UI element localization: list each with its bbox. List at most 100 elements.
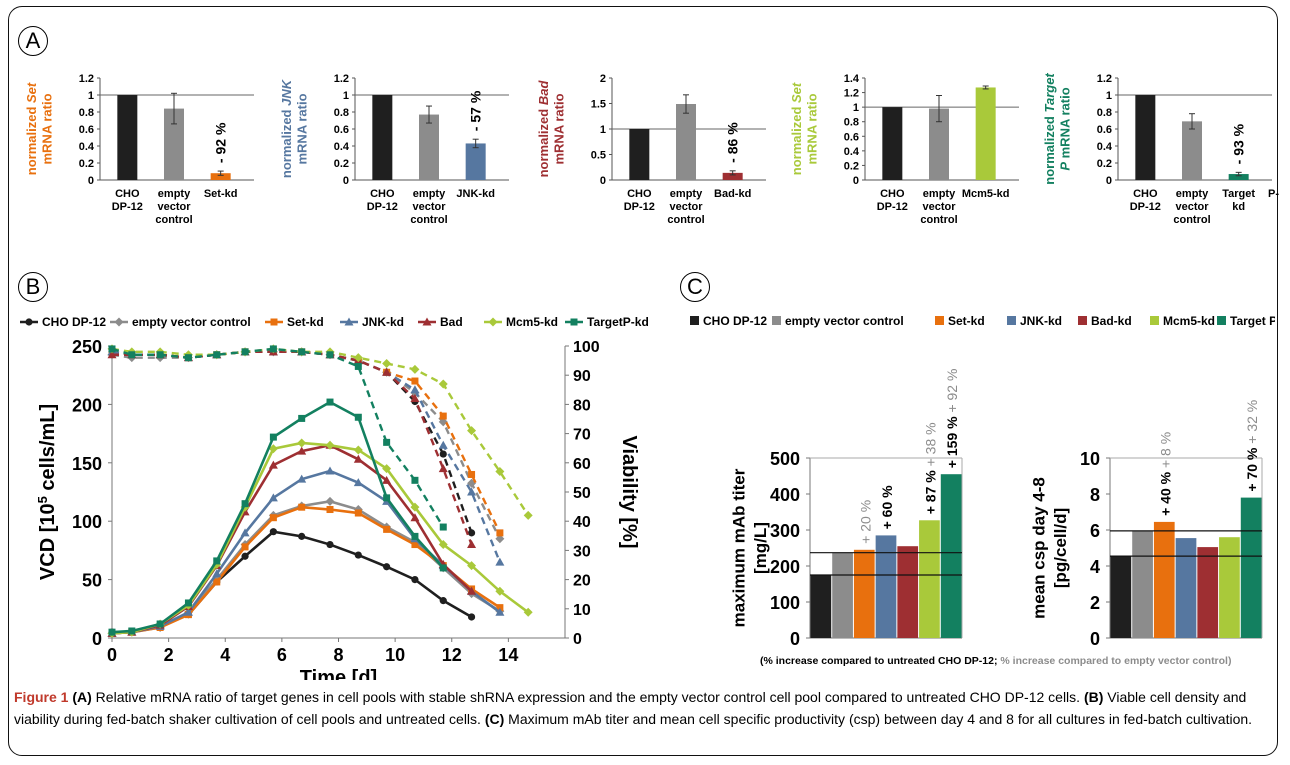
legend-label: Bad-kd xyxy=(1091,314,1132,328)
chart-a3-ytick: 0 xyxy=(600,175,606,187)
y-tick-right: 100 xyxy=(573,339,600,356)
vcd-point-set xyxy=(213,578,221,586)
viability-point-mcm5 xyxy=(353,353,363,363)
viability-point-targetp xyxy=(354,362,362,370)
viability-point-targetp xyxy=(326,351,334,359)
legend-label: CHO DP-12 xyxy=(703,314,767,328)
chart-a1-category-label: CHO xyxy=(115,188,140,200)
chart-a3-category-label: control xyxy=(667,214,704,226)
vcd-point-mcm5 xyxy=(297,438,307,448)
chart-a2-ylabel: normalized JNKmRNA ratio xyxy=(279,78,310,178)
viability-point-targetp xyxy=(184,354,192,362)
chart-c0-increase-annotation: + 159 % + 92 % xyxy=(944,369,960,469)
chart-a1-ytick: 0.6 xyxy=(79,124,94,136)
chart-a3-ytick: 2 xyxy=(600,73,606,85)
chart-a5-category-label: Target xyxy=(1222,188,1255,200)
chart-a5-ytick: 0.4 xyxy=(1097,141,1113,153)
chart-c0-bar xyxy=(940,474,962,638)
chart-a3-ytick: 1 xyxy=(600,124,606,136)
vcd-point-set xyxy=(383,525,391,533)
viability-line-targetp xyxy=(111,347,445,528)
chart-a4-category-label: control xyxy=(920,214,957,226)
panel-label-b: B xyxy=(18,272,48,302)
legend-swatch xyxy=(1217,316,1226,325)
chart-a3-ytick: 1.5 xyxy=(591,99,606,111)
viability-point-mcm5 xyxy=(438,379,448,389)
chart-a2-ytick: 0.8 xyxy=(334,107,349,119)
chart-a4-ytick: 1.4 xyxy=(844,73,860,85)
vcd-point-cho xyxy=(439,597,447,605)
legend-swatch xyxy=(1007,316,1016,325)
vcd-point-jnk xyxy=(325,466,335,475)
vcd-point-cho xyxy=(467,613,476,621)
chart-a5-ylabel: normalized TargetP mRNA ratio xyxy=(1042,73,1073,185)
caption-a-text: Relative mRNA ratio of target genes in c… xyxy=(91,689,1084,705)
vcd-point-targetp xyxy=(128,627,136,635)
chart-a1-ytick: 0.4 xyxy=(79,141,95,153)
legend-marker xyxy=(344,317,354,326)
vcd-point-mcm5 xyxy=(467,561,477,571)
chart-c0-increase-annotation: + 60 % xyxy=(879,485,895,530)
chart-c1-bar xyxy=(1240,497,1262,638)
caption-figure-label: Figure 1 xyxy=(14,689,69,705)
viability-point-jnk xyxy=(438,440,448,449)
vcd-point-cho xyxy=(298,532,306,540)
chart-a1-category-label: control xyxy=(155,214,192,226)
chart-a4-ylabel: normalized SetmRNA ratio xyxy=(789,82,820,175)
vcd-point-mcm5 xyxy=(410,502,420,512)
chart-a5-bar xyxy=(1228,174,1249,180)
vcd-point-mcm5 xyxy=(268,444,278,454)
y-axis-left-label: VCD [105 cells/mL] xyxy=(35,404,59,580)
chart-a5-ytick: 0.6 xyxy=(1097,124,1112,136)
chart-a2-category-label: empty xyxy=(413,188,446,200)
chart-a4-bar xyxy=(975,87,996,180)
y-tick-left: 0 xyxy=(92,629,102,649)
vcd-point-bad xyxy=(410,513,420,522)
chart-a5-knockdown-annotation: - 93 % xyxy=(1231,123,1247,164)
chart-a2-bar xyxy=(372,95,393,180)
viability-line-set xyxy=(111,350,501,534)
chart-c1-bar xyxy=(1175,538,1197,638)
chart-c1-increase-annotation: + 40 % + 8 % xyxy=(1157,432,1173,516)
chart-a3-ylabel: normalized BadmRNA ratio xyxy=(536,80,567,178)
vcd-point-targetp xyxy=(156,620,164,628)
legend-label: JNK-kd xyxy=(1020,314,1062,328)
chart-c1-ytick: 6 xyxy=(1090,521,1100,541)
y-tick-right: 80 xyxy=(573,397,591,414)
chart-c1-ytick: 8 xyxy=(1090,485,1100,505)
chart-a1-ylabel: normalized SetmRNA ratio xyxy=(24,82,55,175)
panel-label-a: A xyxy=(18,26,48,56)
chart-a4-category-label: DP-12 xyxy=(877,201,908,213)
chart-a2-ytick: 0 xyxy=(343,175,349,187)
chart-a1-bar xyxy=(164,108,184,180)
chart-c1-bar xyxy=(1153,521,1175,638)
chart-a1-ytick: 1 xyxy=(88,90,94,102)
legend-swatch xyxy=(935,316,944,325)
legend-label: Mcm5-kd xyxy=(506,315,558,329)
viability-point-mcm5 xyxy=(523,510,533,520)
chart-a2-ytick: 0.2 xyxy=(334,158,349,170)
viability-point-jnk xyxy=(495,557,505,566)
chart-a1-ytick: 0.8 xyxy=(79,107,94,119)
chart-a5-ytick: 1 xyxy=(1106,90,1112,102)
vcd-point-mcm5 xyxy=(438,540,448,550)
viability-point-mcm5 xyxy=(382,359,392,369)
vcd-point-mcm5 xyxy=(523,607,533,617)
chart-c0-ytick: 300 xyxy=(770,521,800,541)
chart-a5-category-label: vector xyxy=(1175,201,1209,213)
chart-a4-category-label: Mcm5-kd xyxy=(962,188,1010,200)
y-tick-right: 60 xyxy=(573,456,591,473)
chart-a1-bar xyxy=(117,95,138,180)
y-tick-left: 200 xyxy=(72,395,102,415)
vcd-point-jnk xyxy=(183,607,193,616)
chart-a2-category-label: DP-12 xyxy=(367,201,398,213)
vcd-point-evc xyxy=(325,496,335,506)
caption-c-tag: (C) xyxy=(484,711,505,727)
viability-point-targetp xyxy=(156,351,164,359)
chart-a1-ytick: 0 xyxy=(88,175,94,187)
viability-point-evc xyxy=(495,534,505,544)
legend-label: CHO DP-12 xyxy=(42,315,106,329)
legend-label: Mcm5-kd xyxy=(1163,314,1215,328)
viability-point-jnk xyxy=(467,487,477,496)
chart-c0-ytick: 0 xyxy=(790,629,800,649)
